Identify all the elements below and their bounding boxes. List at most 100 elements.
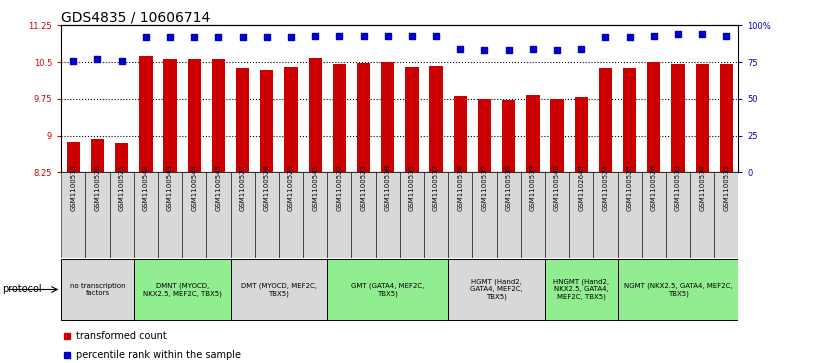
Text: GSM1100525: GSM1100525 — [627, 164, 632, 211]
FancyBboxPatch shape — [230, 259, 327, 320]
Bar — [672, 64, 685, 172]
FancyBboxPatch shape — [400, 172, 424, 258]
Point — [574, 46, 588, 52]
FancyBboxPatch shape — [303, 172, 327, 258]
Bar — [429, 66, 443, 172]
Text: GSM1100523: GSM1100523 — [361, 164, 366, 211]
FancyBboxPatch shape — [61, 172, 86, 258]
FancyBboxPatch shape — [666, 172, 690, 258]
Bar — [212, 59, 225, 172]
Text: DMT (MYOCD, MEF2C,
TBX5): DMT (MYOCD, MEF2C, TBX5) — [241, 282, 317, 297]
Point — [551, 48, 564, 53]
Bar — [333, 64, 346, 172]
Point — [212, 34, 225, 40]
FancyBboxPatch shape — [714, 172, 738, 258]
Text: GSM1100522: GSM1100522 — [336, 164, 343, 211]
Point — [140, 34, 153, 40]
Text: GSM1100530: GSM1100530 — [385, 164, 391, 211]
Point — [67, 58, 80, 64]
FancyBboxPatch shape — [352, 172, 375, 258]
Text: NGMT (NKX2.5, GATA4, MEF2C,
TBX5): NGMT (NKX2.5, GATA4, MEF2C, TBX5) — [623, 282, 732, 297]
Text: GSM1100541: GSM1100541 — [313, 164, 318, 211]
FancyBboxPatch shape — [424, 172, 448, 258]
Bar — [551, 99, 564, 172]
FancyBboxPatch shape — [61, 259, 134, 320]
Text: GSM1100524: GSM1100524 — [602, 164, 609, 211]
FancyBboxPatch shape — [206, 172, 230, 258]
Point — [333, 33, 346, 38]
FancyBboxPatch shape — [545, 172, 569, 258]
FancyBboxPatch shape — [618, 259, 738, 320]
FancyBboxPatch shape — [134, 259, 230, 320]
Text: GSM1100544: GSM1100544 — [191, 164, 197, 211]
Text: HNGMT (Hand2,
NKX2.5, GATA4,
MEF2C, TBX5): HNGMT (Hand2, NKX2.5, GATA4, MEF2C, TBX5… — [553, 278, 610, 301]
Bar — [526, 94, 539, 172]
Point — [599, 34, 612, 40]
Text: GSM1100526: GSM1100526 — [651, 164, 657, 211]
Bar — [115, 143, 128, 172]
Text: GSM1100528: GSM1100528 — [264, 164, 270, 211]
Text: GSM1100535: GSM1100535 — [724, 164, 730, 211]
Bar — [406, 67, 419, 172]
Point — [696, 31, 709, 37]
Point — [720, 33, 733, 38]
Text: GSM1100527: GSM1100527 — [240, 164, 246, 211]
Text: GSM1100545: GSM1100545 — [215, 164, 221, 211]
Point — [308, 33, 322, 38]
Bar — [188, 59, 201, 172]
Point — [163, 34, 176, 40]
FancyBboxPatch shape — [472, 172, 497, 258]
Point — [236, 34, 249, 40]
Point — [672, 31, 685, 37]
Text: GSM1100538: GSM1100538 — [506, 164, 512, 211]
Bar — [236, 68, 249, 172]
Bar — [260, 70, 273, 172]
Text: GDS4835 / 10606714: GDS4835 / 10606714 — [61, 10, 211, 24]
FancyBboxPatch shape — [641, 172, 666, 258]
FancyBboxPatch shape — [327, 259, 448, 320]
FancyBboxPatch shape — [690, 172, 714, 258]
FancyBboxPatch shape — [569, 172, 593, 258]
Bar — [599, 68, 612, 172]
Text: GSM1100520: GSM1100520 — [95, 164, 100, 211]
Point — [623, 34, 636, 40]
Bar — [623, 68, 636, 172]
FancyBboxPatch shape — [134, 172, 158, 258]
Bar — [478, 99, 491, 172]
Text: percentile rank within the sample: percentile rank within the sample — [76, 350, 241, 360]
FancyBboxPatch shape — [86, 172, 109, 258]
Text: GSM1100536: GSM1100536 — [457, 164, 463, 211]
Point — [429, 33, 442, 38]
FancyBboxPatch shape — [521, 172, 545, 258]
Point — [357, 33, 370, 38]
Text: GSM1100542: GSM1100542 — [143, 164, 149, 211]
Bar — [284, 67, 298, 172]
FancyBboxPatch shape — [448, 259, 545, 320]
Bar — [647, 62, 660, 172]
Point — [285, 34, 298, 40]
Bar — [574, 97, 588, 172]
Point — [526, 46, 539, 52]
FancyBboxPatch shape — [230, 172, 255, 258]
Text: GSM1100543: GSM1100543 — [167, 164, 173, 211]
Bar — [67, 142, 80, 172]
FancyBboxPatch shape — [255, 172, 279, 258]
Bar — [695, 64, 709, 172]
Point — [188, 34, 201, 40]
Text: GSM1100531: GSM1100531 — [409, 164, 415, 211]
Point — [91, 56, 104, 62]
Text: GSM1100537: GSM1100537 — [481, 164, 487, 211]
Point — [381, 33, 394, 38]
Point — [260, 34, 273, 40]
Text: GSM1100540: GSM1100540 — [554, 164, 560, 211]
Bar — [502, 101, 516, 172]
Text: GSM1100533: GSM1100533 — [675, 164, 681, 211]
Text: GSM1100521: GSM1100521 — [118, 164, 125, 211]
FancyBboxPatch shape — [593, 172, 618, 258]
Point — [406, 33, 419, 38]
Text: GSM1100534: GSM1100534 — [699, 164, 705, 211]
Text: GSM1100529: GSM1100529 — [288, 164, 294, 211]
FancyBboxPatch shape — [618, 172, 641, 258]
Text: GSM1100532: GSM1100532 — [433, 164, 439, 211]
FancyBboxPatch shape — [182, 172, 206, 258]
